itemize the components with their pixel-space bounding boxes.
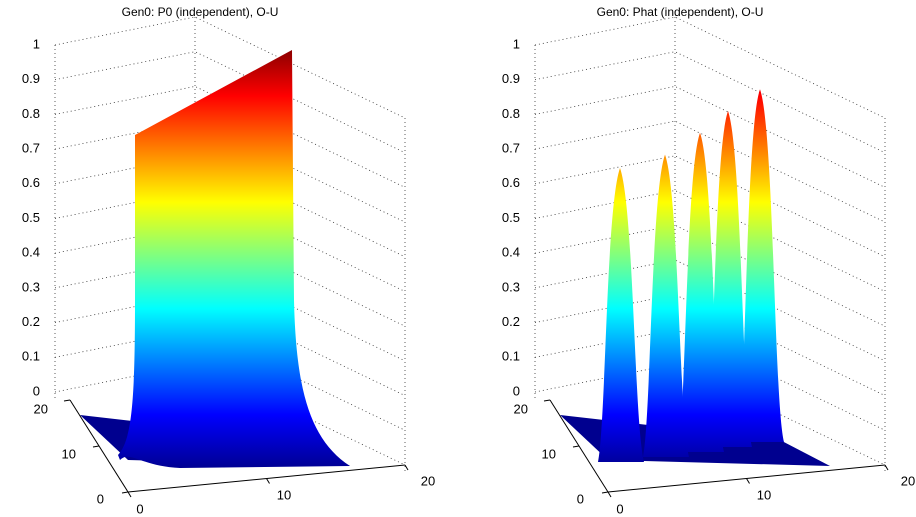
surface-peak (678, 132, 724, 453)
surface-ridge (118, 50, 350, 468)
y-tick (92, 445, 100, 448)
x-tick-label: 20 (421, 473, 435, 488)
z-tick-label: 0.6 (22, 175, 40, 190)
z-tick-label: 0.7 (22, 141, 40, 156)
x-tick (607, 491, 612, 498)
z-tick-label: 0.9 (22, 71, 40, 86)
y-tick (601, 491, 609, 494)
z-tick-label: 0.2 (502, 314, 520, 329)
x-tick (746, 478, 750, 484)
y-tick-label: 20 (514, 401, 528, 416)
surface-peak (643, 154, 689, 457)
z-tick-label: 0.8 (22, 106, 40, 121)
y-tick (63, 399, 71, 402)
surface-peak (738, 89, 784, 442)
y-tick (121, 491, 129, 494)
chart-title: Gen0: Phat (independent), O-U (597, 5, 764, 19)
z-tick-label: 0.3 (22, 279, 40, 294)
x-tick (404, 464, 409, 471)
x-tick-label: 20 (901, 473, 915, 488)
z-tick-label: 0.1 (502, 349, 520, 364)
y-tick-label: 20 (34, 401, 48, 416)
z-tick-label: 0.1 (22, 349, 40, 364)
y-tick-label: 10 (62, 446, 76, 461)
x-tick-label: 10 (277, 487, 291, 502)
z-tick-label: 1 (513, 36, 520, 51)
y-tick-label: 0 (97, 491, 104, 506)
x-tick (266, 478, 270, 484)
x-tick-label: 0 (616, 501, 623, 516)
y-tick-label: 0 (577, 491, 584, 506)
x-tick (127, 491, 132, 498)
grid-line (534, 16, 886, 119)
x-tick-label: 10 (757, 487, 771, 502)
z-tick-label: 0.7 (502, 141, 520, 156)
y-tick-label: 10 (542, 446, 556, 461)
z-tick-label: 0.3 (502, 279, 520, 294)
z-tick-label: 0.4 (502, 245, 520, 260)
z-tick-label: 0.8 (502, 106, 520, 121)
grid-line (534, 85, 886, 188)
z-tick-label: 0.9 (502, 71, 520, 86)
x-tick-label: 0 (136, 501, 143, 516)
z-tick-label: 0.5 (502, 210, 520, 225)
z-tick-label: 0.2 (22, 314, 40, 329)
z-tick-label: 0 (33, 383, 40, 398)
z-tick-label: 0 (513, 383, 520, 398)
grid-line (534, 120, 886, 223)
z-tick-label: 0.4 (22, 245, 40, 260)
y-tick (543, 399, 551, 402)
z-tick-label: 0.5 (22, 210, 40, 225)
chart-title: Gen0: P0 (independent), O-U (122, 5, 279, 19)
y-tick (572, 445, 580, 448)
grid-line (534, 51, 886, 154)
z-tick-label: 1 (33, 36, 40, 51)
z-tick-label: 0.6 (502, 175, 520, 190)
surface-peak (598, 168, 644, 462)
surface-peak (706, 111, 752, 447)
x-tick (884, 464, 889, 471)
